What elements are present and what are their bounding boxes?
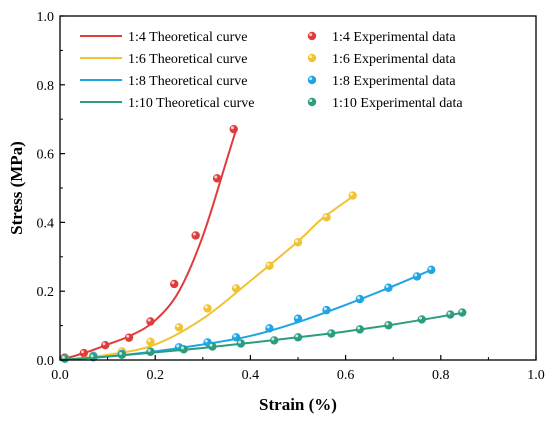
- legend-marker-swatch: [307, 97, 317, 107]
- experimental-point: [174, 323, 184, 332]
- experimental-point: [270, 336, 279, 345]
- experimental-point: [265, 261, 274, 270]
- experimental-point: [384, 283, 393, 292]
- experimental-point: [146, 337, 155, 346]
- y-tick-label: 0.8: [37, 79, 55, 94]
- experimental-point: [348, 191, 357, 200]
- experimental-point: [101, 341, 110, 350]
- experimental-point: [179, 345, 188, 354]
- y-tick-label: 0.4: [37, 216, 55, 231]
- legend-item-curve: 1:4 Theoretical curve: [80, 30, 247, 45]
- legend-item-curve: 1:6 Theoretical curve: [80, 52, 247, 67]
- experimental-point: [117, 350, 127, 360]
- legend-item-curve: 1:10 Theoretical curve: [80, 96, 254, 111]
- legend-label: 1:10 Theoretical curve: [128, 96, 254, 111]
- experimental-point: [293, 333, 303, 342]
- legend-item-points: 1:8 Experimental data: [307, 74, 456, 89]
- x-tick-label: 0.8: [432, 368, 450, 383]
- experimental-point: [322, 213, 331, 222]
- legend-label: 1:6 Theoretical curve: [128, 52, 247, 67]
- legend-label: 1:4 Experimental data: [332, 30, 456, 45]
- legend-label: 1:10 Experimental data: [332, 96, 463, 111]
- series-1: [59, 124, 238, 362]
- experimental-point: [458, 308, 467, 317]
- experimental-point: [203, 304, 212, 313]
- x-axis-title: Strain (%): [259, 395, 337, 414]
- legend-item-points: 1:6 Experimental data: [307, 52, 456, 67]
- theoretical-curve-1-6: [59, 194, 356, 361]
- x-tick-label: 0.4: [242, 368, 260, 383]
- experimental-point: [355, 325, 365, 334]
- experimental-point: [146, 317, 155, 326]
- y-axis-title: Stress (MPa): [7, 141, 26, 235]
- y-tick-label: 1.0: [37, 10, 55, 25]
- x-tick-label: 0.0: [51, 368, 69, 383]
- experimental-point: [293, 238, 303, 247]
- experimental-point: [417, 315, 426, 324]
- experimental-point: [60, 354, 69, 363]
- experimental-point: [412, 272, 422, 281]
- experimental-point: [236, 339, 246, 348]
- theoretical-curve-1-8: [59, 268, 432, 361]
- experimental-point: [231, 284, 241, 293]
- legend-label: 1:6 Experimental data: [332, 52, 456, 67]
- experimental-point: [327, 329, 336, 338]
- experimental-point: [384, 321, 393, 330]
- experimental-point: [265, 324, 274, 333]
- experimental-point: [191, 231, 200, 240]
- x-tick-label: 0.2: [146, 368, 164, 383]
- legend-item-points: 1:4 Experimental data: [307, 30, 456, 45]
- experimental-point: [170, 279, 179, 289]
- ticks-layer: 0.0 0.2 0.4 0.6 0.8 1.0 0.0 0.2 0.4 0.6 0.8 1.0: [37, 10, 545, 383]
- x-tick-label: 1.0: [527, 368, 545, 383]
- experimental-point: [212, 174, 222, 183]
- experimental-point: [89, 353, 98, 362]
- experimental-point: [293, 314, 303, 323]
- experimental-point: [231, 333, 241, 342]
- y-tick-label: 0.0: [37, 354, 55, 369]
- theoretical-curve-1-4: [59, 129, 238, 361]
- plot-frame: [59, 15, 537, 361]
- legend-item-curve: 1:8 Theoretical curve: [80, 74, 247, 89]
- experimental-point: [446, 310, 455, 319]
- legend-marker-swatch: [307, 75, 317, 85]
- experimental-point: [427, 265, 436, 275]
- x-tick-label: 0.6: [337, 368, 355, 383]
- experimental-point: [229, 124, 238, 134]
- legend: 1:4 Theoretical curve 1:4 Experimental da…: [80, 30, 463, 111]
- y-tick-label: 0.2: [37, 285, 55, 300]
- legend-label: 1:8 Experimental data: [332, 74, 456, 89]
- legend-marker-swatch: [307, 53, 317, 63]
- experimental-point: [322, 305, 331, 315]
- experimental-point: [79, 348, 89, 358]
- legend-label: 1:4 Theoretical curve: [128, 30, 247, 45]
- legend-marker-swatch: [307, 31, 317, 41]
- series-layer: [59, 124, 467, 363]
- experimental-point: [124, 333, 134, 342]
- series-3: [59, 265, 436, 363]
- legend-label: 1:8 Theoretical curve: [128, 74, 247, 89]
- y-tick-label: 0.6: [37, 148, 55, 163]
- experimental-point: [355, 294, 365, 304]
- experimental-point: [146, 347, 155, 356]
- series-4: [59, 308, 467, 363]
- experimental-point: [208, 342, 217, 351]
- legend-item-points: 1:10 Experimental data: [307, 96, 463, 111]
